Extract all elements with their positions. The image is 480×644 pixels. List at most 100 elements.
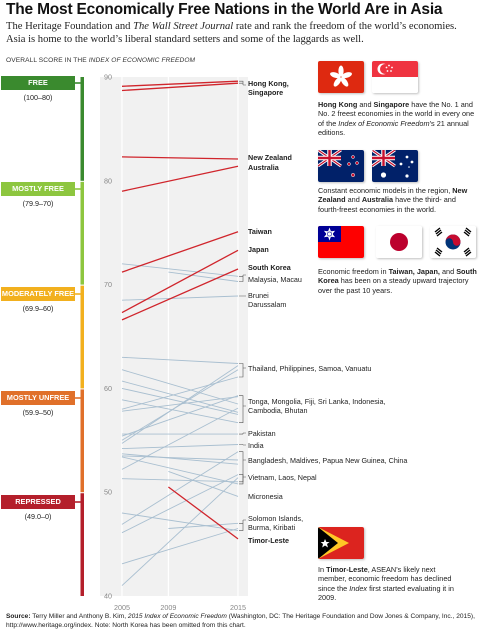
note-text: Constant economic models in the region, [318, 186, 453, 195]
series-line-other [121, 369, 239, 405]
note-text: and [357, 100, 374, 109]
label-bangladesh-group: Bangladesh, Maldives, Papua New Guinea, … [248, 456, 408, 465]
category-bar [80, 493, 84, 596]
series-line-other [121, 399, 239, 424]
label-bracket [239, 474, 246, 485]
category-mostly-free-range: (79.9–70) [22, 199, 54, 208]
y-tick-label: 90 [104, 73, 112, 82]
series-line-other [121, 395, 239, 437]
label-timor-leste: Timor-Leste [248, 536, 290, 545]
australia-flag [372, 150, 418, 182]
note-new-zealand-australia: Constant economic models in the region, … [318, 186, 478, 214]
hong-kong-flag [318, 61, 364, 93]
note-bold: Hong Kong [318, 100, 358, 109]
series-line-other [121, 369, 239, 441]
category-moderately-free-range: (69.9–60) [22, 304, 54, 313]
category-bar [80, 389, 84, 493]
label-brunei: Brunei Darussalam [248, 291, 286, 309]
label-taiwan: Taiwan [248, 227, 272, 236]
note-text: , ASEAN’s likely next member, economic f… [318, 565, 452, 593]
note-text: have the third- and fourth-freest econom… [318, 195, 456, 214]
taiwan-flag [318, 226, 364, 258]
series-line-other [121, 528, 239, 565]
series-line-highlight [121, 80, 239, 87]
series-line-highlight [121, 231, 239, 273]
x-tick-label: 2005 [114, 603, 130, 612]
timor-leste-flag [318, 527, 364, 559]
label-line: Burma, Kiribati [248, 523, 296, 532]
note-text: first started evaluating it in 2009. [318, 583, 454, 602]
series-line-other [121, 478, 239, 483]
series-line-other [121, 474, 239, 534]
series-line-highlight [121, 156, 239, 160]
label-tonga-group: Tonga, Mongolia, Fiji, Sri Lanka, Indone… [248, 397, 385, 415]
note-bold: Singapore [373, 100, 410, 109]
singapore-flag [372, 61, 418, 93]
label-bracket [239, 444, 246, 446]
series-line-other [121, 444, 239, 450]
x-tick-label: 2009 [160, 603, 176, 612]
note-taiwan-japan-korea: Economic freedom in Taiwan, Japan, and S… [318, 267, 478, 295]
category-repressed-range: (49.0–0) [24, 512, 52, 521]
label-line: Brunei [248, 291, 269, 300]
label-hong-kong-singapore: Hong Kong, Singapore [248, 79, 289, 97]
source-text: (Washington, DC: The Heritage Foundation… [6, 613, 475, 629]
subtitle-part: rate and rank the freedom of the world’s… [6, 21, 457, 45]
series-line-highlight [121, 82, 239, 92]
note-bold: New Zealand [318, 186, 468, 205]
label-bracket [239, 432, 246, 435]
label-india: India [248, 441, 264, 450]
series-line-other [121, 295, 239, 301]
note-bold: Taiwan, Japan, [388, 267, 440, 276]
label-line: Cambodia, Bhutan [248, 406, 308, 415]
source-label: Source: [6, 613, 31, 620]
note-text: and [345, 195, 362, 205]
new-zealand-flag [318, 150, 364, 182]
note-bold: Australia [361, 195, 394, 205]
source-text: Terry Miller and Anthony B. Kim, [30, 613, 128, 620]
label-line: Singapore [248, 88, 284, 97]
label-thailand-group: Thailand, Philippines, Samoa, Vanuatu [248, 364, 372, 373]
series-line-other [121, 455, 239, 461]
label-new-zealand: New Zealand [248, 153, 292, 162]
y-axis-caption: OVERALL SCORE IN THE INDEX OF ECONOMIC F… [6, 57, 195, 64]
label-bracket [239, 395, 246, 423]
series-line-other [121, 387, 239, 415]
category-free: FREE [1, 76, 75, 90]
series-line-other [121, 407, 239, 470]
category-mostly-unfree: MOSTLY UNFREE [1, 391, 75, 405]
label-bracket [239, 363, 246, 378]
x-tick-label: 2015 [230, 603, 246, 612]
category-free-range: (100–80) [23, 93, 53, 102]
chart-subtitle: The Heritage Foundation and The Wall Str… [6, 20, 476, 46]
label-bracket [239, 80, 246, 86]
series-line-other [121, 356, 239, 364]
chart-title: The Most Economically Free Nations in th… [6, 1, 443, 18]
note-italic: Index [349, 583, 368, 593]
note-timor-leste: In Timor-Leste, ASEAN’s likely next memb… [318, 565, 463, 602]
series-line-highlight [168, 486, 239, 540]
series-line-other [168, 470, 239, 497]
source-note: Source: Terry Miller and Anthony B. Kim,… [6, 613, 476, 630]
note-text: have the No. 1 and No. 2 freest economie… [318, 100, 475, 128]
category-bar [80, 285, 84, 389]
note-bold: South Korea [318, 267, 477, 286]
note-hong-kong-singapore: Hong Kong and Singapore have the No. 1 a… [318, 100, 478, 137]
label-bracket [239, 274, 246, 282]
note-text: and [439, 267, 457, 276]
south-korea-flag [430, 226, 476, 258]
label-malaysia-macau: Malaysia, Macau [248, 275, 302, 284]
series-line-other [121, 453, 239, 465]
y-axis-caption-italic: INDEX OF ECONOMIC FREEDOM [88, 57, 196, 64]
label-line: Tonga, Mongolia, Fiji, Sri Lanka, Indone… [248, 397, 386, 406]
subtitle-wsj: The Wall Street Journal [133, 21, 234, 32]
y-tick-label: 80 [104, 176, 112, 185]
label-solomon-group: Solomon Islands, Burma, Kiribati [248, 514, 303, 532]
series-line-other [168, 522, 239, 529]
category-mostly-free: MOSTLY FREE [1, 182, 75, 196]
label-australia: Australia [248, 163, 279, 172]
series-line-other [121, 396, 239, 412]
note-text: In [318, 565, 327, 574]
category-bar [80, 181, 84, 285]
